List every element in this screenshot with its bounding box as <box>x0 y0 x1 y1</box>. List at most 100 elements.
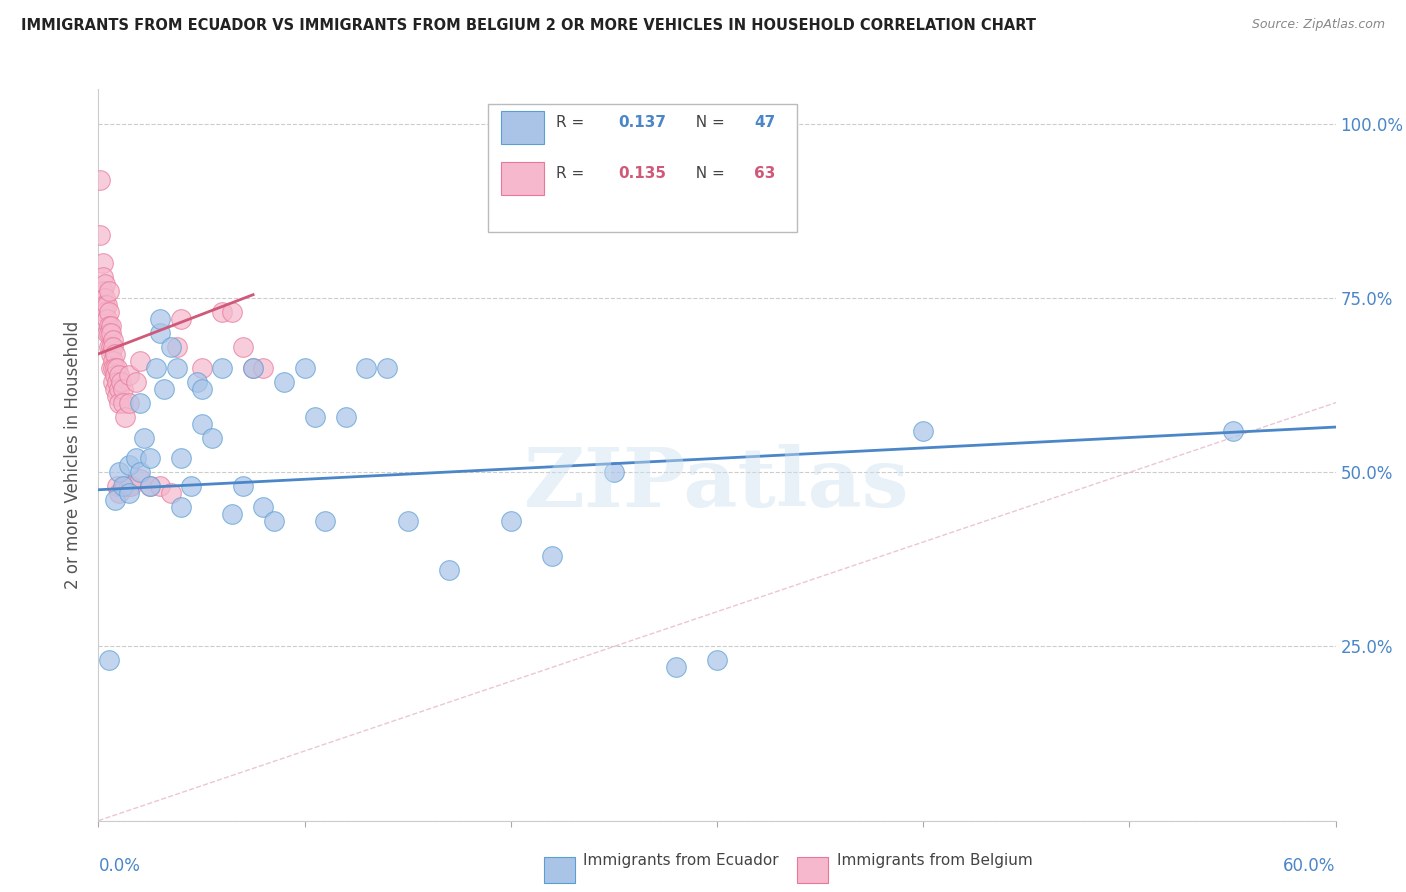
Bar <box>501 162 544 195</box>
Point <box>190 360 212 375</box>
Point <box>101 354 124 368</box>
Text: 60.0%: 60.0% <box>1284 857 1336 875</box>
Point <box>211 305 233 319</box>
Point <box>97 305 120 319</box>
Point <box>180 479 202 493</box>
Point <box>211 360 233 375</box>
Point <box>304 409 326 424</box>
Point <box>166 360 188 375</box>
Point <box>101 340 124 354</box>
Point <box>104 347 127 361</box>
Point <box>105 360 128 375</box>
Point <box>128 354 150 368</box>
Text: R =: R = <box>557 115 589 130</box>
Point <box>89 228 111 243</box>
Point <box>1222 424 1244 438</box>
Point <box>93 291 115 305</box>
Point <box>375 360 398 375</box>
Point <box>91 256 114 270</box>
Point <box>101 375 124 389</box>
Point <box>159 486 181 500</box>
Point <box>314 514 336 528</box>
Point <box>93 298 115 312</box>
Point <box>128 472 150 486</box>
Text: N =: N = <box>686 166 730 181</box>
Point <box>91 270 114 285</box>
Point <box>96 298 118 312</box>
Point <box>100 340 122 354</box>
Point <box>101 333 124 347</box>
Point <box>221 305 243 319</box>
Point <box>105 479 128 493</box>
Point <box>170 312 193 326</box>
Text: Immigrants from Ecuador: Immigrants from Ecuador <box>583 854 779 869</box>
Point <box>263 514 285 528</box>
Point <box>149 326 172 340</box>
Point <box>294 360 316 375</box>
Point <box>108 486 131 500</box>
Point <box>120 479 142 493</box>
Point <box>128 466 150 480</box>
Point <box>93 305 115 319</box>
Point <box>110 375 132 389</box>
Point <box>100 347 122 361</box>
Point <box>112 382 135 396</box>
Text: Immigrants from Belgium: Immigrants from Belgium <box>837 854 1033 869</box>
Point <box>118 479 141 493</box>
Point <box>96 312 118 326</box>
Point <box>112 479 135 493</box>
Point <box>166 340 188 354</box>
Point <box>706 653 728 667</box>
Point <box>356 360 378 375</box>
Point <box>232 479 254 493</box>
Point <box>105 389 128 403</box>
Point <box>100 360 122 375</box>
Text: N =: N = <box>686 115 730 130</box>
Text: 0.135: 0.135 <box>619 166 666 181</box>
Point <box>153 382 176 396</box>
Point <box>101 360 124 375</box>
Point <box>603 466 626 480</box>
Point <box>104 382 127 396</box>
Point <box>100 319 122 334</box>
Point <box>232 340 254 354</box>
Point <box>139 479 162 493</box>
Point <box>242 360 264 375</box>
Text: 0.0%: 0.0% <box>98 857 141 875</box>
Point <box>93 277 115 292</box>
Point <box>124 375 146 389</box>
Point <box>665 660 688 674</box>
Bar <box>501 112 544 145</box>
Point <box>190 382 212 396</box>
Point <box>170 451 193 466</box>
Point <box>186 375 208 389</box>
Point <box>118 395 141 409</box>
Point <box>139 451 162 466</box>
Point <box>89 173 111 187</box>
Point <box>437 563 460 577</box>
Text: IMMIGRANTS FROM ECUADOR VS IMMIGRANTS FROM BELGIUM 2 OR MORE VEHICLES IN HOUSEHO: IMMIGRANTS FROM ECUADOR VS IMMIGRANTS FR… <box>21 18 1036 33</box>
Point <box>128 395 150 409</box>
Point <box>252 500 274 515</box>
Point <box>139 479 162 493</box>
Point <box>335 409 357 424</box>
Point <box>118 368 141 382</box>
Bar <box>797 857 828 883</box>
Y-axis label: 2 or more Vehicles in Household: 2 or more Vehicles in Household <box>65 321 83 589</box>
Point <box>97 284 120 298</box>
Point <box>105 375 128 389</box>
Point <box>159 340 181 354</box>
Point <box>96 326 118 340</box>
Point <box>104 493 127 508</box>
Text: 63: 63 <box>754 166 776 181</box>
Point <box>145 360 167 375</box>
Point <box>170 500 193 515</box>
Point <box>912 424 935 438</box>
Point <box>100 326 122 340</box>
Point <box>221 507 243 521</box>
Point <box>149 479 172 493</box>
Point <box>118 486 141 500</box>
Point <box>108 395 131 409</box>
Point <box>97 340 120 354</box>
FancyBboxPatch shape <box>488 103 797 232</box>
